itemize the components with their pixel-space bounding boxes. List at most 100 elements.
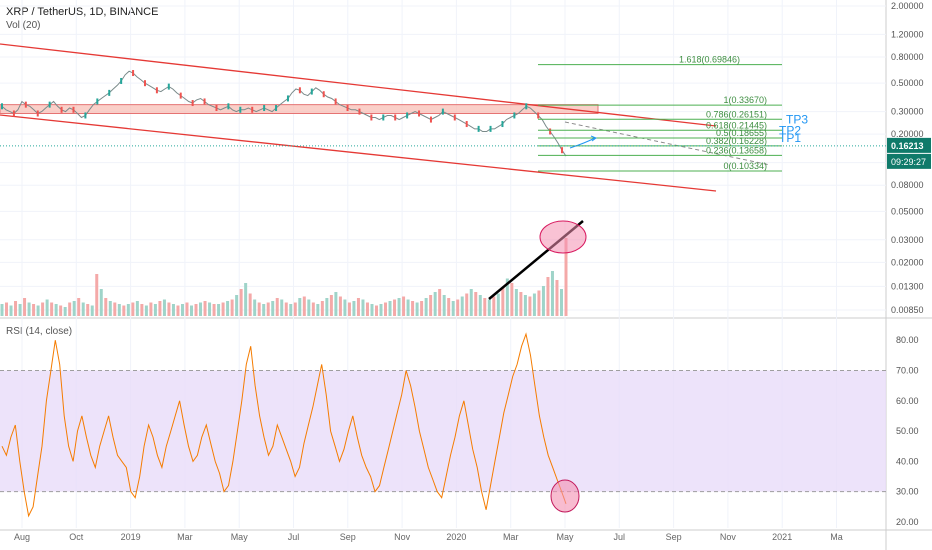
price-candle [513, 112, 516, 119]
volume-bar [253, 299, 257, 316]
volume-bar [397, 298, 401, 316]
price-candle [179, 92, 182, 99]
volume-bar [388, 301, 392, 316]
fib-level-label: 0.382(0.16228) [706, 136, 767, 146]
target-label: TP1 [779, 131, 801, 145]
volume-bar [402, 296, 406, 316]
price-candle [465, 121, 468, 128]
price-candle [286, 95, 289, 102]
volume-bar [293, 302, 297, 316]
volume-bar [275, 298, 279, 316]
volume-bar [59, 305, 63, 316]
volume-bar [429, 295, 433, 316]
volume-bar [162, 299, 166, 316]
volume-bar [365, 302, 369, 316]
volume-bar [153, 304, 157, 316]
volume-bar [45, 299, 49, 316]
price-candle [108, 89, 111, 96]
volume-bar [117, 304, 121, 316]
price-candle [549, 128, 552, 135]
volume-bar [81, 302, 85, 316]
volume-bar [460, 296, 464, 316]
fib-level-label: 0(0.10334) [723, 161, 767, 171]
volume-spike-ellipse [539, 220, 587, 254]
volume-bar [262, 304, 266, 316]
volume-bar [266, 302, 270, 316]
volume-bar [185, 302, 189, 316]
rsi-tick-label: 40.00 [896, 456, 919, 466]
volume-bar [483, 298, 487, 316]
y-tick-label: 0.03000 [891, 235, 924, 245]
price-candle [334, 98, 337, 105]
fib-level-label: 0.786(0.26151) [706, 109, 767, 119]
countdown-badge [887, 153, 931, 169]
volume-bar [212, 304, 216, 316]
volume-bar [555, 280, 559, 316]
rsi-tick-label: 80.00 [896, 335, 919, 345]
x-tick-label: Aug [14, 532, 30, 542]
y-tick-label: 0.08000 [891, 180, 924, 190]
volume-bar [329, 295, 333, 316]
volume-bar [271, 301, 275, 316]
volume-bar [492, 296, 496, 316]
volume-bar [456, 299, 460, 316]
volume-bar [140, 304, 144, 316]
x-tick-label: 2019 [121, 532, 141, 542]
current-price-value: 0.16213 [891, 141, 924, 151]
volume-bar [77, 298, 81, 316]
volume-bar [113, 302, 117, 316]
volume-bar [54, 304, 58, 316]
volume-bar [194, 304, 198, 316]
volume-bar [176, 305, 180, 316]
fib-level-label: 0.236(0.13658) [706, 145, 767, 155]
volume-bar [217, 304, 221, 316]
volume-bar [501, 287, 505, 316]
volume-bar [406, 299, 410, 316]
price-candle [346, 105, 349, 112]
volume-bar [307, 299, 311, 316]
volume-bar [487, 299, 491, 316]
channel-upper-line [0, 43, 717, 127]
volume-bar [27, 302, 31, 316]
volume-bar [167, 302, 171, 316]
volume-bar [550, 271, 554, 316]
volume-bar [199, 302, 203, 316]
volume-bar [528, 296, 532, 316]
price-candle [322, 91, 325, 98]
price-candle [96, 98, 99, 105]
x-tick-label: 2020 [446, 532, 466, 542]
volume-bar [451, 301, 455, 316]
price-candle [275, 105, 278, 112]
price-candle [24, 101, 27, 108]
rsi-tick-label: 50.00 [896, 426, 919, 436]
rsi-indicator-label: RSI (14, close) [6, 326, 73, 337]
volume-bar [95, 274, 99, 316]
price-candle [489, 125, 492, 132]
rsi-tick-label: 70.00 [896, 365, 919, 375]
volume-bar [379, 304, 383, 316]
tp-arrow [569, 137, 596, 149]
volume-bar [122, 305, 126, 316]
price-candle [477, 125, 480, 132]
volume-bar [334, 292, 338, 316]
volume-bar [63, 307, 67, 316]
price-candle [358, 108, 361, 115]
y-tick-label: 0.50000 [891, 78, 924, 88]
volume-bar [541, 286, 545, 316]
volume-bar [320, 301, 324, 316]
price-candle [60, 106, 63, 113]
volume-bar [519, 292, 523, 316]
volume-bar [546, 277, 550, 316]
price-candle [310, 88, 313, 95]
volume-bar [280, 299, 284, 316]
volume-bar [356, 298, 360, 316]
x-tick-label: Ma [830, 532, 843, 542]
price-candle [84, 112, 87, 119]
volume-bar [311, 302, 315, 316]
price-candle [429, 116, 432, 123]
x-tick-label: Jul [614, 532, 626, 542]
volume-bar [158, 301, 162, 316]
x-tick-label: Mar [177, 532, 193, 542]
volume-bar [424, 298, 428, 316]
